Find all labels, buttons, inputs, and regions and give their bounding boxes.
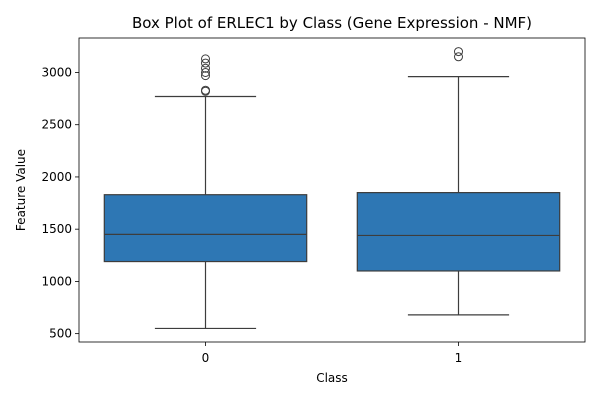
iqr-box	[356, 192, 561, 272]
outlier-point	[201, 71, 210, 81]
outlier-point	[201, 85, 210, 95]
outlier-point	[454, 52, 463, 62]
chart-title: Box Plot of ERLEC1 by Class (Gene Expres…	[132, 14, 532, 32]
outlier-point	[201, 67, 210, 77]
box-group-0	[103, 54, 308, 330]
plot-area	[103, 47, 561, 330]
outlier-point	[201, 58, 210, 68]
x-axis-label: Class	[316, 371, 348, 385]
y-tick-label: 3000	[41, 65, 72, 79]
y-tick-label: 1500	[41, 222, 72, 236]
y-tick-label: 2000	[41, 170, 72, 184]
y-tick-label: 500	[49, 327, 72, 341]
x-tick-label: 0	[202, 351, 210, 365]
iqr-box	[103, 194, 308, 263]
y-tick-label: 2500	[41, 118, 72, 132]
x-tick-label: 1	[455, 351, 463, 365]
y-axis-label: Feature Value	[14, 149, 28, 231]
plot-frame	[78, 37, 586, 343]
box-group-1	[356, 47, 561, 316]
outlier-point	[201, 54, 210, 64]
y-tick-label: 1000	[41, 274, 72, 288]
outlier-point	[201, 63, 210, 73]
outlier-point	[454, 47, 463, 57]
